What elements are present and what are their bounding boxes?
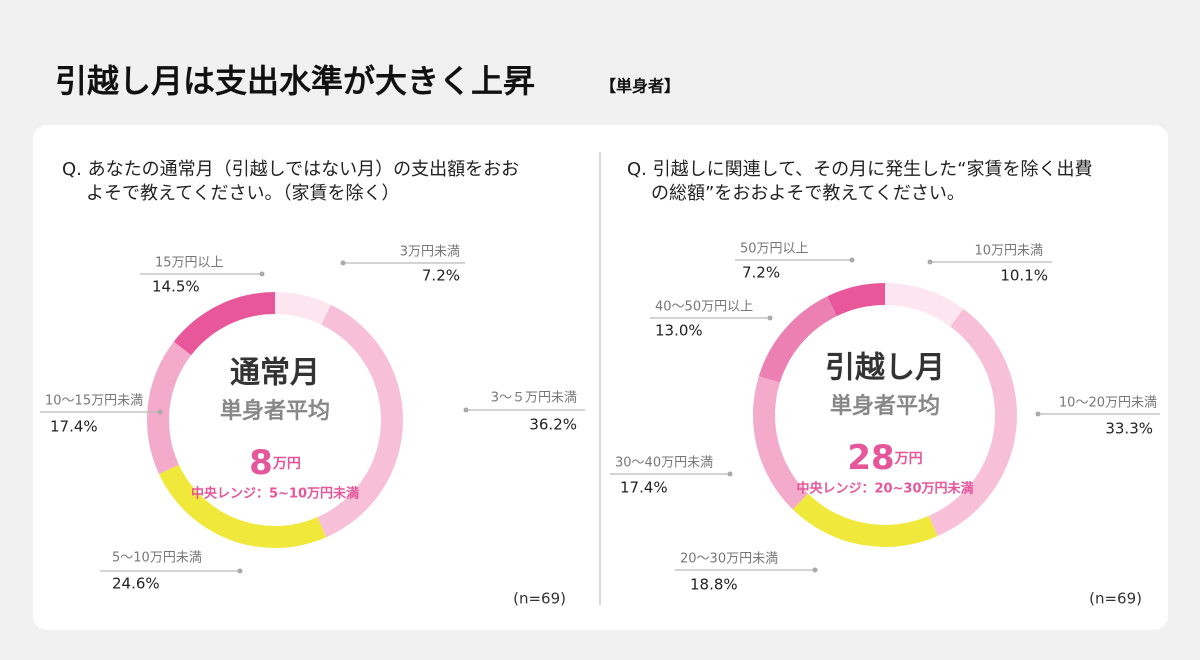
- value-label: 17.4%: [50, 418, 98, 436]
- category-label: 10～20万円未満: [1059, 396, 1157, 411]
- value-label: 14.5%: [152, 278, 200, 296]
- donut-segment: [753, 376, 809, 510]
- donut-segment: [146, 341, 192, 475]
- category-label: 3万円未満: [400, 245, 460, 260]
- donut-segment: [317, 304, 403, 538]
- median-range: 中央レンジ：5~10万円未満: [191, 486, 359, 502]
- category-label: 50万円以上: [740, 242, 809, 257]
- leader-dot: [927, 259, 933, 265]
- leader-dot: [727, 471, 733, 477]
- median-value: 28: [847, 438, 894, 478]
- sample-size: (n=69): [1089, 590, 1142, 608]
- value-label: 7.2%: [742, 264, 780, 282]
- category-label: 5～10万円未満: [112, 551, 202, 566]
- donut-segment: [758, 296, 837, 383]
- value-label: 7.2%: [422, 267, 460, 285]
- category-label: 20～30万円未満: [680, 552, 778, 567]
- median: 8万円: [249, 443, 301, 483]
- median-unit: 万円: [894, 451, 923, 467]
- page-tag: 【単身者】: [600, 77, 680, 96]
- value-label: 36.2%: [529, 416, 577, 434]
- category-label: 15万円以上: [155, 256, 224, 271]
- center-title: 引越し月: [825, 351, 945, 386]
- value-label: 10.1%: [1000, 267, 1048, 285]
- center-title: 通常月: [230, 356, 320, 391]
- center-subtitle: 単身者平均: [830, 393, 940, 419]
- category-label: 40～50万円以上: [655, 300, 753, 315]
- median-range: 中央レンジ：20~30万円未満: [796, 481, 973, 497]
- center-subtitle: 単身者平均: [220, 398, 330, 424]
- donut-segment: [173, 292, 275, 356]
- value-label: 17.4%: [620, 479, 668, 497]
- leader-dot: [259, 271, 265, 277]
- question: Q. 引越しに関連して、その月に発生した“家賃を除く出費: [627, 159, 1093, 180]
- donut-segment: [928, 308, 1017, 537]
- page-title: 引越し月は支出水準が大きく上昇: [55, 62, 535, 100]
- donut-segment: [792, 493, 938, 547]
- question: よそで教えてください。（家賃を除く）: [86, 183, 400, 204]
- category-label: 10～15万円未満: [45, 394, 143, 409]
- median-unit: 万円: [272, 456, 301, 472]
- value-label: 13.0%: [655, 322, 703, 340]
- sample-size: (n=69): [513, 590, 566, 608]
- leader-dot: [237, 568, 243, 574]
- leader-dot: [157, 409, 163, 415]
- median: 28万円: [847, 438, 922, 478]
- donut-segment: [275, 292, 332, 325]
- category-label: 3～５万円未満: [491, 391, 577, 406]
- leader-dot: [849, 257, 855, 263]
- donut-segment: [158, 464, 327, 548]
- value-label: 24.6%: [112, 575, 160, 593]
- donut-segment: [827, 283, 885, 317]
- leader-dot: [812, 567, 818, 573]
- leader-dot: [340, 260, 346, 266]
- category-label: 10万円未満: [974, 244, 1043, 259]
- leader-dot: [463, 407, 469, 413]
- leader-dot: [767, 315, 773, 321]
- donut-segment: [885, 283, 964, 327]
- median-value: 8: [249, 443, 273, 483]
- category-label: 30～40万円未満: [615, 456, 713, 471]
- question: Q. あなたの通常月（引越しではない月）の支出額をおお: [62, 159, 519, 180]
- value-label: 33.3%: [1105, 420, 1153, 438]
- question: の総額”をおおよそで教えてください。: [651, 183, 965, 204]
- leader-dot: [1035, 411, 1041, 417]
- value-label: 18.8%: [690, 576, 738, 594]
